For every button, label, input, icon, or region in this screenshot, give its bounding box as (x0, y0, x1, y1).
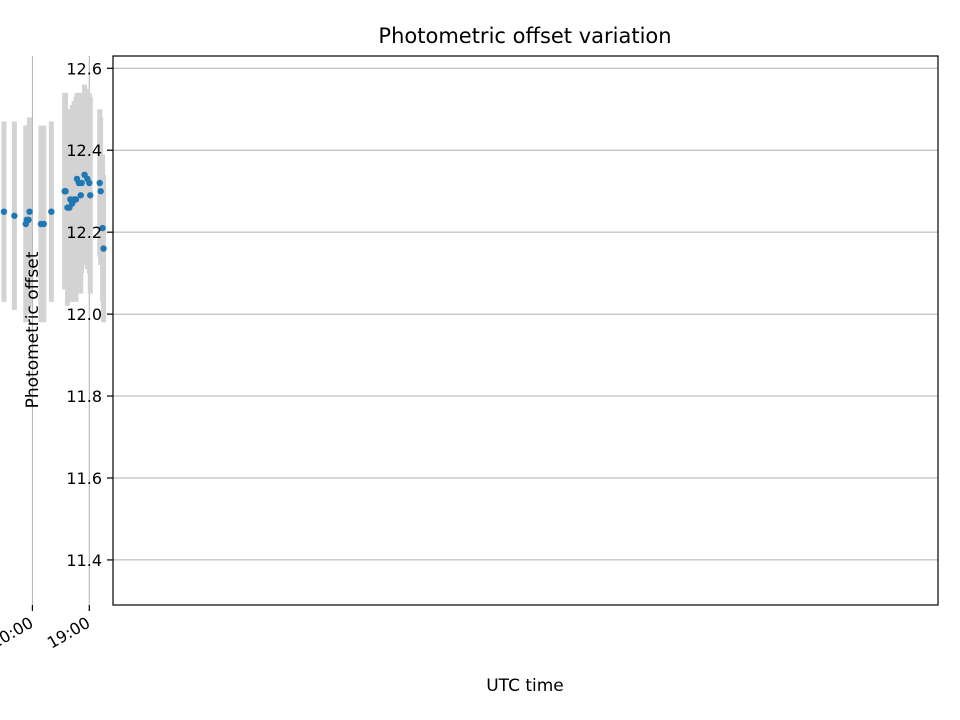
data-point (26, 208, 33, 215)
chart-title: Photometric offset variation (378, 24, 671, 48)
data-point (67, 196, 74, 203)
data-point (0, 208, 8, 215)
y-tick-label: 12.2 (66, 223, 102, 242)
y-tick-label: 11.8 (66, 387, 102, 406)
data-point (87, 192, 94, 199)
data-point (77, 192, 84, 199)
data-point (73, 175, 81, 183)
y-tick-label: 12.4 (66, 141, 102, 160)
y-tick-label: 11.4 (66, 551, 102, 570)
data-point (81, 171, 88, 179)
data-point (64, 204, 71, 211)
y-tick-label: 12.6 (66, 59, 102, 78)
data-point (97, 188, 104, 195)
y-axis-title: Photometric offset (23, 251, 43, 408)
y-tick-label: 12.0 (66, 305, 102, 324)
x-axis-title: UTC time (486, 676, 564, 696)
data-point (96, 179, 103, 187)
data-point (48, 208, 55, 215)
data-point (99, 224, 106, 232)
data-point (61, 188, 68, 195)
plot-frame (112, 55, 939, 606)
data-point (11, 212, 18, 219)
data-point (37, 220, 45, 228)
data-points (0, 171, 107, 252)
data-point (100, 245, 107, 252)
y-tick-label: 11.6 (66, 469, 102, 488)
y-axis: 11.4 11.6 11.8 12.0 12.2 12.4 12.6 (66, 59, 113, 570)
plot-area (113, 56, 938, 605)
data-point (22, 220, 29, 228)
